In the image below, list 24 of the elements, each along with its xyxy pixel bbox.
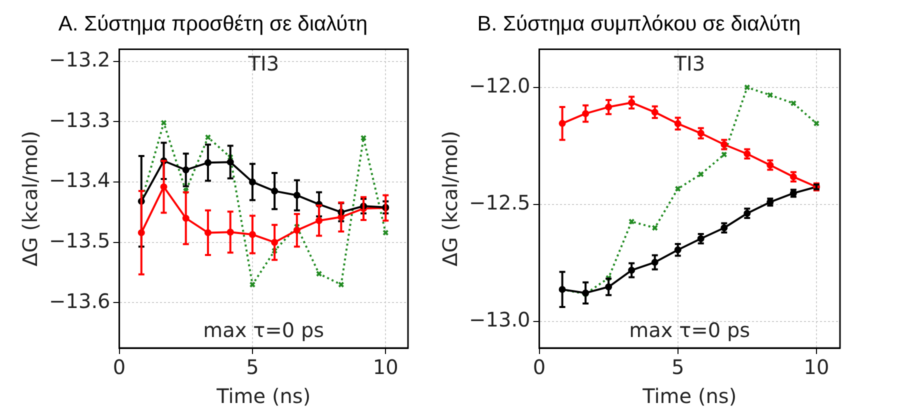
y-tick-label: −13.3: [48, 108, 110, 132]
y-axis-title: ΔG (kcal/mol): [18, 130, 42, 266]
y-tick-label: −13.2: [48, 47, 110, 72]
x-tick-label: 10: [804, 355, 830, 380]
x-axis-title: Time (ns): [216, 384, 311, 408]
y-tick-label: −13.5: [48, 228, 110, 253]
chart-title: B. Σύστημα συμπλόκου σε διαλύτη: [477, 12, 801, 36]
y-axis-title: ΔG (kcal/mol): [438, 130, 462, 266]
annotation: TI3: [247, 51, 280, 76]
y-tick-label: −13.4: [48, 168, 110, 192]
y-tick-label: −12.5: [468, 190, 530, 215]
y-tick-label: −12.0: [468, 74, 530, 98]
y-tick-label: −13.0: [468, 308, 530, 332]
annotation: TI3: [673, 51, 706, 76]
chart-title: A. Σύστημα προσθέτη σε διαλύτη: [58, 12, 368, 36]
x-axis-title: Time (ns): [642, 384, 737, 408]
annotation: max τ=0 ps: [629, 318, 750, 342]
x-tick-label: 0: [112, 355, 126, 380]
annotation: max τ=0 ps: [203, 318, 324, 342]
y-tick-label: −13.6: [48, 288, 110, 313]
x-tick-label: 5: [246, 355, 259, 380]
x-tick-label: 10: [372, 355, 398, 380]
x-tick-label: 5: [672, 355, 684, 380]
x-tick-label: 0: [532, 355, 546, 380]
